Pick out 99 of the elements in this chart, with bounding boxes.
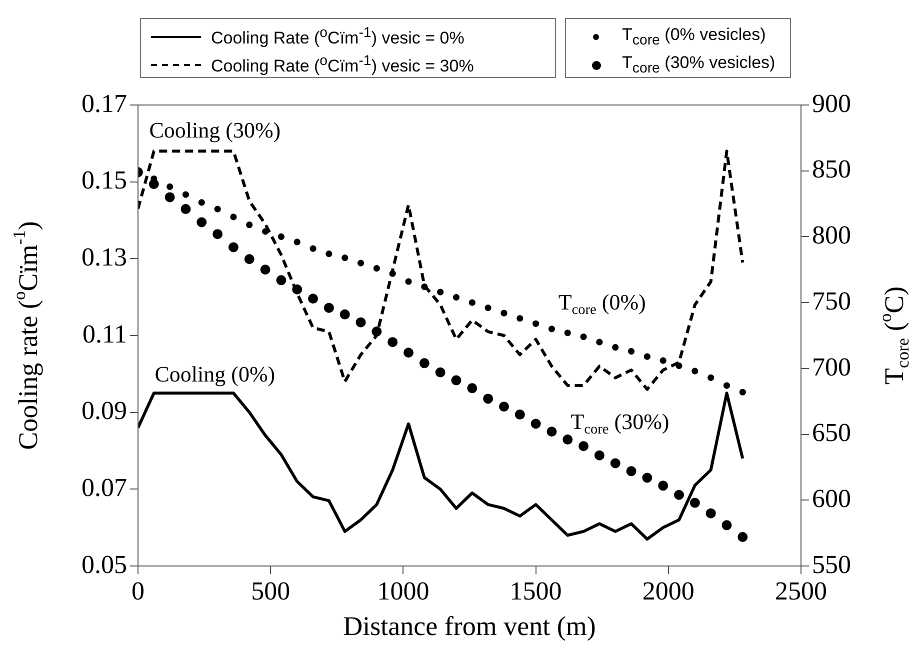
x-axis-title: Distance from vent (m) — [343, 611, 596, 642]
point — [498, 402, 509, 412]
point — [500, 310, 508, 316]
y-tick-label: 0.11 — [82, 319, 127, 348]
point — [276, 275, 286, 286]
y2-tick-label: 650 — [812, 418, 851, 448]
point — [164, 192, 175, 202]
point — [468, 299, 476, 306]
point — [180, 204, 191, 214]
legend-label: T$_{core}$ (0% vesicles) — [622, 25, 766, 49]
point — [228, 242, 238, 252]
point — [294, 238, 300, 246]
point — [578, 441, 589, 452]
point — [356, 317, 366, 328]
point — [230, 214, 237, 220]
point — [660, 357, 666, 364]
point — [166, 183, 174, 190]
y-tick-label: 0.15 — [82, 166, 127, 195]
legend-label: Cooling Rate ($^{o}$Cïm$^{-1}$) vesic = 30% — [211, 53, 474, 77]
y2-tick-label: 600 — [812, 484, 851, 513]
point — [483, 394, 494, 404]
x-tick-label: 2000 — [642, 576, 694, 606]
point — [467, 383, 478, 394]
x-tick-label: 0 — [132, 576, 144, 606]
point — [674, 490, 684, 500]
point — [706, 508, 716, 518]
point — [388, 337, 398, 348]
annotation: Cooling (30%) — [149, 118, 281, 143]
point — [212, 229, 223, 240]
y-tick-label: 0.07 — [82, 472, 127, 502]
point — [435, 367, 446, 378]
point — [324, 302, 334, 313]
point — [548, 326, 556, 332]
legend-label: T$_{core}$ (30% vesicles) — [622, 53, 776, 77]
point — [419, 358, 430, 368]
point — [198, 199, 205, 206]
point — [246, 222, 253, 228]
x-tick-label: 1500 — [510, 576, 562, 606]
point — [182, 191, 190, 198]
y2-tick-label: 550 — [812, 550, 851, 579]
point — [214, 206, 221, 212]
y-axis-title: Cooling rate (oCïm-1) — [9, 221, 44, 450]
point — [196, 217, 207, 228]
point — [452, 294, 460, 301]
point — [310, 245, 316, 252]
y-tick-label: 0.13 — [82, 242, 127, 272]
x-tick-label: 1000 — [377, 576, 430, 606]
point — [564, 330, 571, 336]
point — [692, 368, 698, 374]
point — [626, 466, 636, 476]
point — [644, 353, 650, 360]
y2-tick-label: 850 — [812, 154, 851, 184]
point — [594, 450, 604, 460]
point — [628, 348, 635, 355]
point — [532, 320, 540, 327]
x-tick-label: 2500 — [775, 576, 827, 606]
point — [514, 410, 525, 420]
point — [340, 309, 350, 320]
point — [405, 278, 412, 285]
x-tick-label: 500 — [251, 576, 290, 606]
point — [260, 264, 270, 275]
y-tick-label: 0.05 — [82, 550, 127, 579]
y2-tick-label: 700 — [812, 352, 851, 382]
y2-axis-title: Tcore (oC) — [875, 286, 913, 385]
point — [723, 382, 730, 389]
point — [373, 265, 380, 272]
point — [451, 375, 462, 386]
point — [326, 250, 332, 258]
line-series — [138, 150, 744, 391]
point — [244, 254, 254, 264]
point — [690, 498, 700, 508]
annotation: Cooling (0%) — [154, 361, 276, 386]
legend-label: Cooling Rate ($^{o}$Cïm$^{-1}$) vesic = 0% — [211, 25, 464, 49]
point — [546, 426, 557, 437]
y-tick-label: 0.09 — [82, 396, 127, 426]
point — [530, 418, 541, 429]
point — [404, 348, 414, 358]
point — [708, 374, 714, 381]
point — [484, 304, 492, 312]
y-tick-label: 0.17 — [82, 88, 127, 118]
point — [437, 288, 444, 296]
point — [342, 254, 348, 262]
point — [739, 388, 746, 396]
point — [642, 472, 652, 483]
point — [596, 338, 603, 346]
y2-tick-label: 800 — [812, 220, 851, 250]
point — [278, 233, 285, 240]
point — [308, 294, 318, 304]
y2-tick-label: 750 — [812, 286, 851, 316]
point — [562, 434, 573, 445]
point — [612, 344, 619, 351]
point — [738, 532, 748, 542]
point — [722, 520, 732, 530]
point — [516, 315, 524, 322]
y2-tick-label: 900 — [812, 88, 851, 118]
point — [658, 480, 668, 491]
point — [580, 334, 587, 340]
point — [610, 458, 620, 468]
point — [357, 260, 364, 266]
